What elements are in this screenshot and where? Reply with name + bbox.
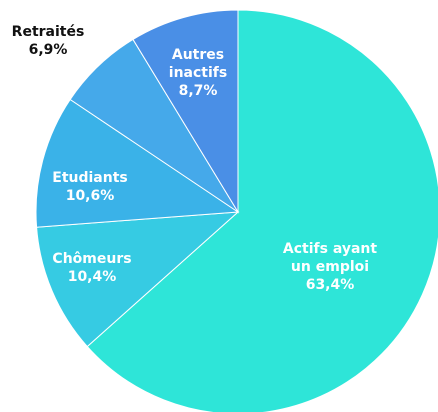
pie-slice bbox=[36, 211, 240, 348]
slice-label: Autres inactifs 8,7% bbox=[158, 46, 238, 100]
pie-slice bbox=[86, 9, 438, 412]
category-label: Actifs ayant un emploi bbox=[282, 241, 378, 275]
slice-label: Actifs ayant un emploi 63,4% bbox=[275, 240, 385, 294]
value-label: 10,6% bbox=[65, 188, 115, 204]
slice-label: Etudiants 10,6% bbox=[45, 169, 135, 205]
value-label: 6,9% bbox=[28, 42, 68, 58]
value-label: 10,4% bbox=[67, 269, 117, 285]
category-label: Autres inactifs bbox=[168, 47, 228, 81]
slice-label: Chômeurs 10,4% bbox=[47, 250, 137, 286]
value-label: 8,7% bbox=[178, 83, 218, 99]
slice-label: Retraités 6,9% bbox=[8, 23, 88, 59]
value-label: 63,4% bbox=[305, 277, 355, 293]
category-label: Etudiants bbox=[52, 170, 128, 186]
pie-slice bbox=[132, 9, 239, 214]
category-label: Retraités bbox=[11, 24, 85, 40]
category-label: Chômeurs bbox=[52, 251, 132, 267]
pie-slice bbox=[35, 98, 240, 228]
